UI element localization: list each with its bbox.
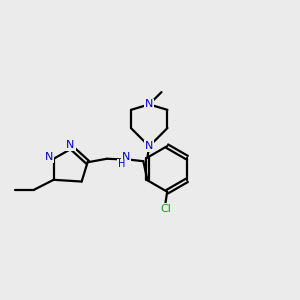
Text: N: N — [122, 152, 130, 162]
Text: N: N — [66, 140, 75, 150]
Text: N: N — [145, 141, 153, 151]
Text: Cl: Cl — [160, 203, 171, 214]
Text: N: N — [145, 99, 153, 110]
Text: H: H — [118, 159, 125, 170]
Text: N: N — [45, 152, 54, 162]
